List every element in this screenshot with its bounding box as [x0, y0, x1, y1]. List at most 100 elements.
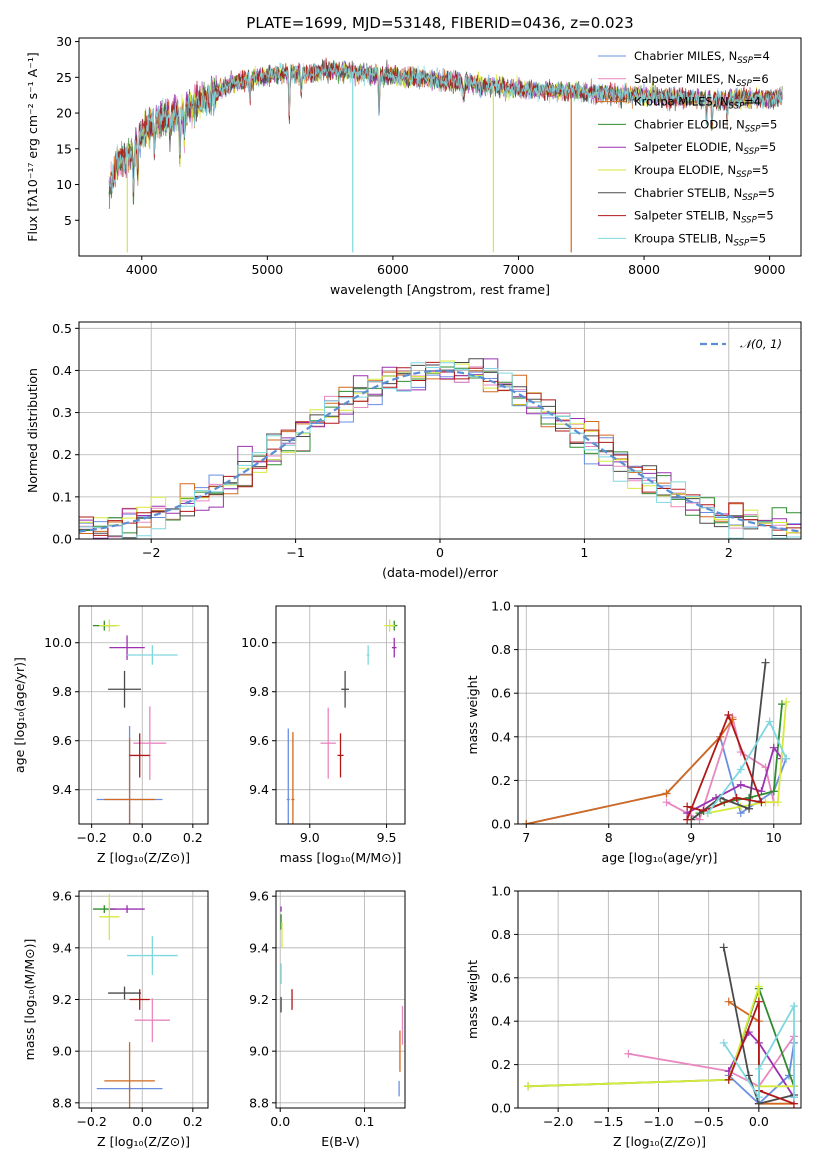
- weight-line-salpeter_stelib: [727, 1001, 795, 1105]
- legend-value: =4: [744, 95, 761, 109]
- y-tick-label: 0.6: [491, 686, 511, 701]
- y-tick-label: 9.2: [249, 992, 269, 1007]
- weight-line-kroupa_miles: [526, 718, 734, 824]
- residuals-frame: [78, 321, 802, 540]
- x-tick-label: 7: [522, 830, 530, 845]
- weight-marker-chabrier_elodie: [778, 700, 787, 709]
- y-tick-label: 9.6: [249, 733, 269, 748]
- weight-marker-salpeter_elodie: [757, 787, 766, 796]
- residuals-ylabel: Normed distribution: [25, 368, 40, 493]
- spectrum-lines: [108, 57, 783, 253]
- x-tick-label: −1: [286, 545, 304, 560]
- weight-marker-chabrier_elodie: [769, 787, 778, 796]
- y-tick-label: 10: [56, 177, 72, 192]
- legend-subscript: SSP: [729, 102, 745, 112]
- weight-marker-kroupa_stelib: [719, 1038, 728, 1047]
- mass_vs_ebv-points: [280, 906, 404, 1097]
- y-tick-label: 0.4: [491, 1014, 511, 1029]
- age_vs_Z-xlabel: Z [log₁₀(Z/Z⊙)]: [97, 850, 190, 865]
- y-tick-label: 9.6: [52, 733, 72, 748]
- weight_vs_age-ticks: 7 8 9 10 0.0 0.2 0.4 0.6 0.8 1.0: [491, 599, 801, 845]
- legend-text: Chabrier ELODIE, N: [634, 117, 745, 131]
- x-tick-label: 6000: [377, 262, 409, 277]
- legend-text: Kroupa STELIB, N: [634, 231, 734, 245]
- age_vs_Z-ylabel: age [log₁₀(age/yr)]: [12, 657, 27, 773]
- y-tick-label: 8.8: [52, 1095, 72, 1110]
- legend-subscript: SSP: [745, 124, 761, 134]
- x-tick-label: 0.2: [183, 1114, 203, 1129]
- legend-label-salpeter_stelib: Salpeter STELIB, NSSP=5: [634, 209, 774, 226]
- x-tick-label: 0.0: [132, 830, 152, 845]
- histogram-kroupa_stelib: [79, 362, 801, 539]
- x-tick-label: 10: [766, 830, 782, 845]
- y-tick-label: 0.8: [491, 642, 511, 657]
- weight-marker-kroupa_miles: [662, 789, 671, 798]
- x-tick-label: 9: [687, 830, 695, 845]
- x-tick-label: 9.0: [300, 830, 320, 845]
- weight_vs_age-ylabel: mass weight: [465, 675, 480, 754]
- y-tick-label: 9.6: [249, 889, 269, 904]
- x-tick-label: 1: [580, 545, 588, 560]
- y-tick-label: 10.0: [241, 635, 269, 650]
- weight-marker-kroupa_elodie: [782, 697, 791, 706]
- weight-marker-chabrier_stelib: [719, 943, 728, 952]
- weight-marker-kroupa_elodie: [773, 798, 782, 807]
- weight-marker-kroupa_stelib: [736, 765, 745, 774]
- x-tick-label: 4000: [126, 262, 158, 277]
- age_vs_mass-xlabel: mass [log₁₀(M/M⊙)]: [280, 850, 402, 865]
- x-tick-label: 0.2: [183, 830, 203, 845]
- weight-marker-kroupa_elodie: [524, 1082, 533, 1091]
- y-tick-label: 9.6: [52, 889, 72, 904]
- mass_vs_ebv-xlabel: E(B-V): [321, 1134, 360, 1149]
- legend-text: Chabrier STELIB, N: [634, 186, 742, 200]
- mass_vs_Z-ticks: −0.2 0.0 0.2 8.8 9.0 9.2 9.4 9.6: [52, 889, 208, 1129]
- legend-subscript: SSP: [734, 238, 750, 248]
- y-tick-label: 0.0: [491, 1101, 511, 1116]
- y-tick-label: 20: [56, 106, 72, 121]
- x-tick-label: −2.0: [543, 1114, 573, 1129]
- age_vs_Z-ticks: −0.2 0.0 0.2 9.4 9.6 9.8 10.0: [44, 606, 208, 845]
- legend-value: =4: [753, 49, 770, 63]
- legend-value: =5: [758, 186, 775, 200]
- weight_vs_Z-frame: [517, 890, 802, 1109]
- y-tick-label: 0.4: [491, 729, 511, 744]
- x-tick-label: −0.2: [76, 830, 106, 845]
- y-tick-label: 9.2: [52, 992, 72, 1007]
- residuals-ticks: −2 −1 0 1 2 0.0 0.1 0.2 0.3 0.4 0.5: [52, 321, 801, 560]
- y-tick-label: 0.2: [491, 773, 511, 788]
- weight-marker-salpeter_stelib: [683, 802, 692, 811]
- weight_vs_age-lines: [522, 658, 791, 824]
- spectrum-frame: [78, 37, 802, 257]
- weight-marker-kroupa_stelib: [789, 1093, 798, 1102]
- x-tick-label: 8: [605, 830, 613, 845]
- spectrum-ticks: 4000 5000 6000 7000 8000 9000 5 10 15 20 25 30: [56, 34, 785, 277]
- y-tick-label: 1.0: [491, 599, 511, 614]
- legend-value: =6: [752, 72, 769, 86]
- age_vs_Z-points: [92, 619, 178, 824]
- weight-line-kroupa_stelib: [707, 719, 787, 814]
- weight-marker-chabrier_stelib: [745, 804, 754, 813]
- weight-marker-kroupa_miles: [724, 997, 733, 1006]
- weight-marker-salpeter_miles: [624, 1049, 633, 1058]
- y-tick-label: 0.8: [491, 927, 511, 942]
- age_vs_mass-points: [286, 619, 398, 824]
- y-tick-label: 0.0: [52, 532, 72, 547]
- legend-text: Salpeter MILES, N: [634, 72, 736, 86]
- legend-text: Salpeter STELIB, N: [634, 209, 741, 223]
- weight-marker-salpeter_elodie: [736, 780, 745, 789]
- weight-marker-salpeter_stelib: [757, 798, 766, 807]
- y-tick-label: 9.0: [249, 1044, 269, 1059]
- legend-label-chabrier_stelib: Chabrier STELIB, NSSP=5: [634, 186, 775, 203]
- y-tick-label: 0.1: [52, 489, 72, 504]
- legend-value: =5: [752, 163, 769, 177]
- x-tick-label: 0.0: [749, 1114, 769, 1129]
- y-tick-label: 0.4: [52, 363, 72, 378]
- weight_vs_Z-xlabel: Z [log₁₀(Z/Z⊙)]: [613, 1134, 706, 1149]
- x-tick-label: 0: [436, 545, 444, 560]
- spectrum-xlabel: wavelength [Angstrom, rest frame]: [330, 282, 550, 297]
- x-tick-label: 2: [725, 545, 733, 560]
- weight_vs_Z-ylabel: mass weight: [465, 960, 480, 1039]
- age_vs_Z-frame: [78, 605, 209, 825]
- weight-marker-salpeter_miles: [662, 798, 671, 807]
- legend-subscript: SSP: [742, 193, 758, 203]
